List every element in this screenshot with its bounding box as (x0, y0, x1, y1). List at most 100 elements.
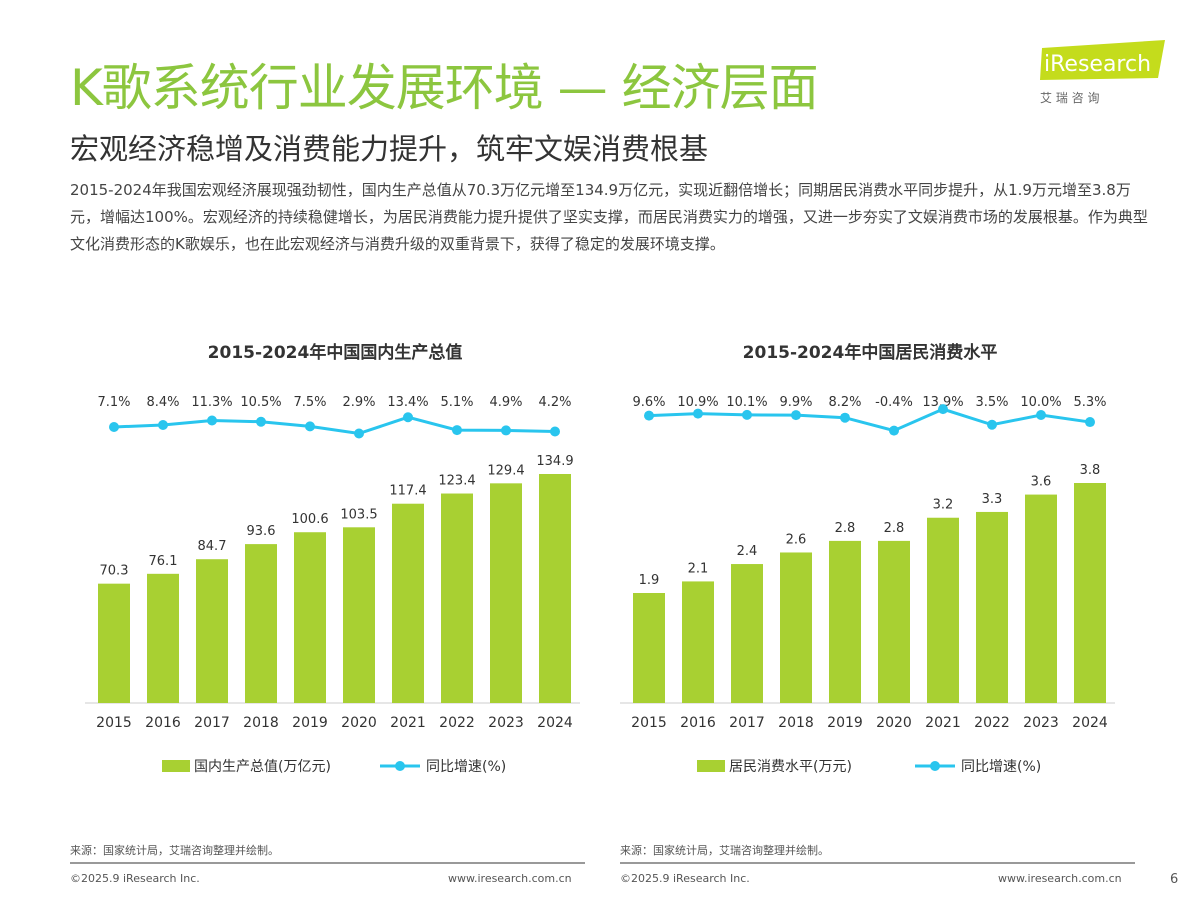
growth-line (648, 407, 1091, 433)
legend-bar-swatch (162, 760, 190, 772)
growth-point (158, 419, 168, 430)
x-tick-label: 2024 (537, 715, 573, 731)
growth-point (889, 425, 899, 436)
x-tick-label: 2024 (1072, 715, 1108, 731)
bar-value-label: 93.6 (247, 524, 276, 539)
growth-point (109, 421, 119, 432)
growth-point (840, 412, 850, 423)
bar-value-label: 70.3 (100, 564, 129, 579)
x-tick-label: 2023 (1023, 715, 1059, 731)
bar (1074, 483, 1106, 703)
bar-value-label: 2.4 (737, 544, 758, 559)
bar (829, 540, 861, 703)
legend-line-label: 同比增速(%) (426, 759, 506, 775)
legend-line-marker (930, 761, 940, 771)
copyright: ©2025.9 iResearch Inc. (70, 872, 200, 885)
x-tick-label: 2016 (145, 715, 181, 731)
line-value-label: -0.4% (875, 395, 913, 410)
body-text: 2015-2024年我国宏观经济展现强劲韧性，国内生产总值从70.3万亿元增至1… (70, 181, 1148, 253)
legend-bar-label: 居民消费水平(万元) (729, 759, 852, 775)
x-tick-label: 2018 (243, 715, 279, 731)
bar (392, 503, 424, 703)
growth-point (550, 426, 560, 437)
line-value-label: 10.1% (726, 395, 767, 410)
divider (620, 862, 1135, 864)
bar-value-label: 134.9 (536, 454, 573, 469)
x-tick-label: 2022 (439, 715, 475, 731)
legend-bar-swatch (697, 760, 725, 772)
x-tick-label: 2022 (974, 715, 1010, 731)
chart-title: 2015-2024年中国国内生产总值 (208, 342, 463, 363)
bar (490, 483, 522, 703)
bar-value-label: 100.6 (291, 512, 328, 527)
growth-point (403, 412, 413, 423)
website-link[interactable]: www.iresearch.com.cn (998, 872, 1122, 885)
bar-value-label: 2.6 (786, 532, 807, 547)
growth-point (938, 404, 948, 415)
bar (731, 564, 763, 703)
bar-value-label: 3.3 (982, 492, 1003, 507)
x-tick-label: 2018 (778, 715, 814, 731)
line-value-label: 9.9% (779, 395, 812, 410)
legend-bar-label: 国内生产总值(万亿元) (194, 759, 331, 775)
line-value-label: 8.4% (146, 395, 179, 410)
bar-value-label: 76.1 (149, 554, 178, 569)
line-value-label: 10.5% (240, 395, 281, 410)
iresearch-logo: iResearch 艾 瑞 咨 询 (1030, 38, 1170, 108)
divider (70, 862, 585, 864)
bar (682, 581, 714, 703)
bar (294, 532, 326, 703)
x-tick-label: 2021 (925, 715, 961, 731)
line-value-label: 11.3% (191, 395, 232, 410)
bar-value-label: 2.8 (884, 521, 905, 536)
page-title: K歌系统行业发展环境 — 经济层面 (70, 59, 819, 117)
x-tick-label: 2015 (631, 715, 667, 731)
line-value-label: 13.9% (922, 395, 963, 410)
bar (441, 493, 473, 703)
x-tick-label: 2020 (876, 715, 912, 731)
bar (780, 552, 812, 703)
growth-point (644, 410, 654, 421)
growth-point (742, 409, 752, 420)
line-value-label: 13.4% (387, 395, 428, 410)
bar-value-label: 84.7 (198, 539, 227, 554)
bar (539, 474, 571, 703)
logo-sub: 艾 瑞 咨 询 (1040, 90, 1099, 105)
website-link[interactable]: www.iresearch.com.cn (448, 872, 572, 885)
x-tick-label: 2017 (729, 715, 765, 731)
line-value-label: 3.5% (975, 395, 1008, 410)
bar (1025, 494, 1057, 703)
growth-point (354, 428, 364, 439)
logo-text: iResearch (1044, 52, 1151, 77)
bar-value-label: 3.2 (933, 498, 954, 513)
line-value-label: 8.2% (828, 395, 861, 410)
bar (976, 511, 1008, 703)
bar-value-label: 117.4 (389, 484, 426, 499)
growth-line (113, 415, 556, 436)
page-number: 6 (1170, 872, 1179, 887)
line-value-label: 7.1% (97, 395, 130, 410)
consumption-chart: 2015-2024年中国居民消费水平 1.9 2015 9.6% 2.1 2016 10.9… (620, 342, 1115, 775)
line-value-label: 5.3% (1073, 395, 1106, 410)
bar-value-label: 2.1 (688, 561, 709, 576)
bar-value-label: 129.4 (487, 463, 524, 478)
x-tick-label: 2016 (680, 715, 716, 731)
growth-point (791, 410, 801, 421)
line-value-label: 2.9% (342, 395, 375, 410)
copyright: ©2025.9 iResearch Inc. (620, 872, 750, 885)
bar (343, 527, 375, 703)
legend-line-label: 同比增速(%) (961, 759, 1041, 775)
gdp-chart: 2015-2024年中国国内生产总值 70.3 2015 7.1% 76.1 2016 8.… (85, 342, 580, 775)
x-tick-label: 2019 (292, 715, 328, 731)
source-note-right: 来源：国家统计局，艾瑞咨询整理并绘制。 (620, 844, 829, 857)
line-value-label: 10.9% (677, 395, 718, 410)
bar-value-label: 103.5 (340, 507, 377, 522)
bar (633, 593, 665, 703)
x-tick-label: 2015 (96, 715, 132, 731)
growth-point (1085, 417, 1095, 428)
x-tick-label: 2017 (194, 715, 230, 731)
line-value-label: 4.9% (489, 395, 522, 410)
growth-point (501, 425, 511, 436)
bar (927, 517, 959, 703)
growth-point (987, 419, 997, 430)
